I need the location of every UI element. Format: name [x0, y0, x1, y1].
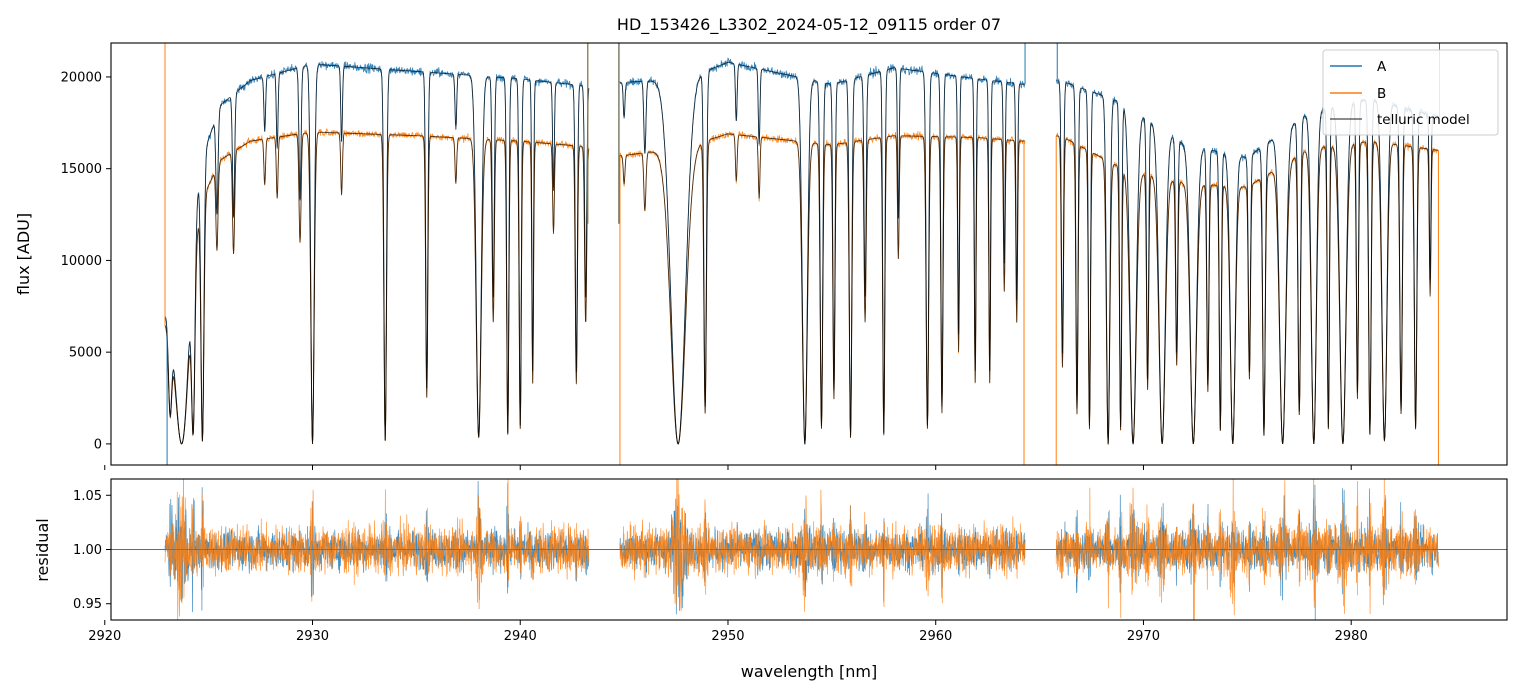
flux-axes-frame — [110, 42, 1508, 466]
flux-plot-area — [111, 43, 1507, 465]
residual-y-ticks: 0.95 1.00 1.05 — [73, 489, 111, 612]
residual-line-series-b-segment-1 — [164, 479, 590, 620]
flux-x-ticks — [104, 465, 1352, 470]
legend-label-a: A — [1377, 59, 1387, 75]
flux-panel: 0 5000 10000 15000 20000 flux [ADU] A B tell… — [14, 42, 1508, 470]
residual-x-ticks: 2920 2930 2940 2950 2960 2970 2980 — [88, 620, 1368, 644]
residual-y-tick-label-1.05: 1.05 — [73, 489, 102, 504]
residual-y-axis-label: residual — [33, 518, 52, 581]
telluric-model-line-series-a-segment-1 — [164, 64, 590, 445]
residual-data-layer — [111, 479, 1507, 620]
flux-y-tick-label-15000: 15000 — [61, 162, 102, 177]
telluric-model-line-series-b-segment-1 — [164, 131, 590, 445]
residual-panel: 0.95 1.00 1.05 2920 2930 2940 2950 2960 2970 298… — [33, 478, 1508, 681]
x-tick-label-2960: 2960 — [919, 629, 952, 644]
legend-label-b: B — [1377, 86, 1386, 102]
x-tick-label-2970: 2970 — [1127, 629, 1160, 644]
x-tick-label-2980: 2980 — [1335, 629, 1368, 644]
flux-y-ticks: 0 5000 10000 15000 20000 — [61, 70, 111, 452]
flux-y-tick-label-20000: 20000 — [61, 70, 102, 85]
residual-y-tick-label-0.95: 0.95 — [73, 597, 102, 612]
x-tick-label-2930: 2930 — [296, 629, 329, 644]
x-tick-label-2950: 2950 — [711, 629, 744, 644]
x-tick-label-2920: 2920 — [88, 629, 121, 644]
legend-label-telluric-model: telluric model — [1377, 112, 1470, 128]
x-axis-label: wavelength [nm] — [741, 662, 878, 681]
residual-y-tick-label-1.00: 1.00 — [73, 543, 102, 558]
flux-y-tick-label-0: 0 — [94, 437, 102, 452]
telluric-model-line-series-b-segment-3 — [1056, 135, 1439, 444]
x-tick-label-2940: 2940 — [504, 629, 537, 644]
residual-line-series-b-segment-2 — [619, 479, 1026, 612]
legend-box — [1322, 49, 1499, 136]
chart-title: HD_153426_L3302_2024-05-12_09115 order 0… — [617, 15, 1001, 35]
legend: A B telluric model — [1322, 49, 1499, 136]
residual-line-series-b-segment-3 — [1055, 479, 1439, 620]
telluric-model-line-series-b-segment-2 — [619, 133, 1026, 445]
flux-y-axis-label: flux [ADU] — [14, 213, 33, 295]
flux-y-tick-label-5000: 5000 — [69, 346, 102, 361]
flux-y-tick-label-10000: 10000 — [61, 254, 102, 269]
